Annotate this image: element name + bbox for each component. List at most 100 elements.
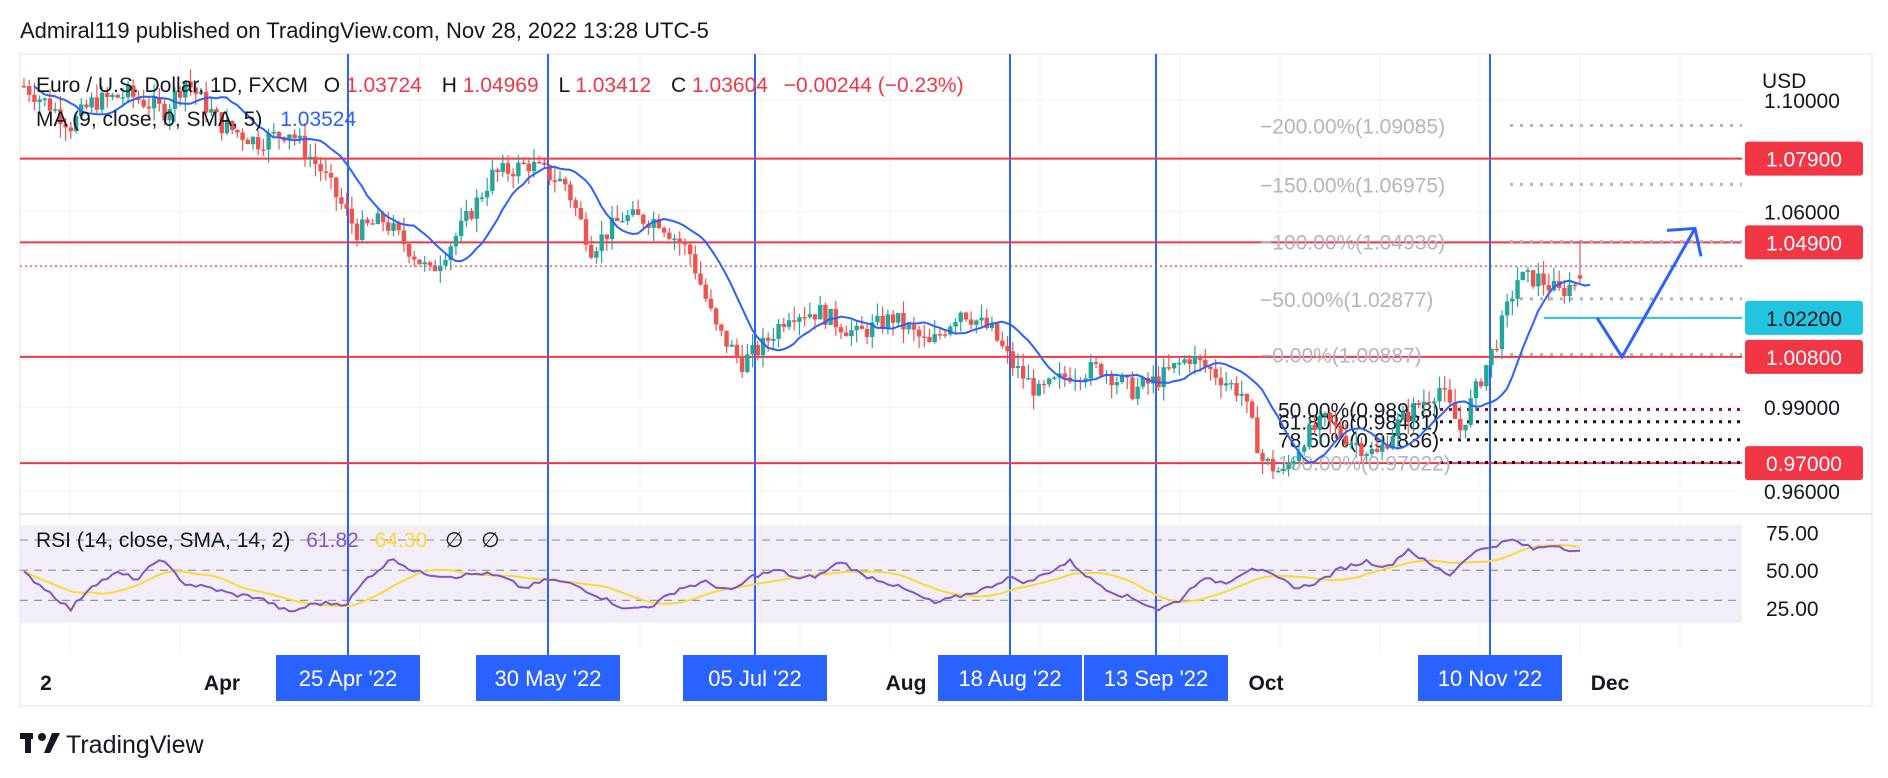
candle-body	[994, 323, 1000, 341]
candle-body	[698, 273, 703, 285]
candle-body	[505, 163, 511, 174]
candle-body	[1572, 284, 1577, 287]
candle-body	[927, 336, 932, 343]
projection-arrow	[1595, 226, 1703, 360]
candle-body	[922, 336, 927, 339]
candle-body	[901, 313, 906, 330]
candle-body	[266, 133, 271, 150]
candle-body	[1452, 402, 1458, 419]
time-axis-label: Aug	[886, 672, 927, 695]
candle-body	[448, 246, 453, 260]
arrow-head-icon	[1666, 226, 1703, 257]
ma-path	[33, 85, 1591, 464]
candle-body	[214, 109, 219, 113]
candle-body	[968, 319, 974, 325]
ma-label: MA (9, close, 0, SMA, 5)	[36, 108, 262, 131]
close-label: C	[671, 74, 686, 97]
candle-body	[1416, 402, 1421, 406]
candle-body	[308, 156, 313, 159]
candle-body	[1312, 424, 1317, 431]
candle-body	[334, 177, 339, 198]
ma-legend: MA (9, close, 0, SMA, 5) 1.03524	[36, 108, 356, 131]
candle-body	[401, 230, 407, 245]
price-badge-label: 0.97000	[1766, 453, 1842, 476]
candle-body	[261, 149, 266, 151]
candle-body	[1041, 383, 1047, 386]
candle-body	[188, 81, 193, 88]
candle-body	[1359, 443, 1364, 456]
date-highlight-badge	[938, 655, 1082, 701]
candle-body	[1536, 273, 1541, 287]
candle-body	[594, 250, 599, 258]
candle-body	[651, 219, 656, 228]
candle-body	[1281, 469, 1286, 472]
candle-body	[396, 223, 401, 231]
candle-body	[271, 131, 276, 134]
time-axis[interactable]: 2 Apr Aug Oct Dec 25 Apr '22 30 May '22 05 Jul …	[40, 655, 1630, 701]
candle-body	[292, 134, 297, 139]
candle-body	[500, 163, 505, 173]
price-tick-label: 1.06000	[1764, 202, 1840, 225]
candle-body	[1234, 383, 1239, 396]
candle-body	[755, 345, 760, 356]
chart-frame	[19, 53, 1873, 707]
date-highlight-badge	[683, 655, 827, 701]
candle-body	[1031, 378, 1036, 396]
candle-body	[229, 120, 235, 130]
date-highlight-label: 25 Apr '22	[299, 666, 397, 691]
candle-body	[1380, 444, 1385, 452]
candle-body	[1151, 376, 1156, 384]
candle-body	[21, 85, 27, 88]
visibility-icon-1[interactable]: ∅	[445, 529, 463, 552]
candle-body	[1140, 377, 1146, 387]
fib-level-label: −50.00%(1.02877)	[1260, 289, 1433, 312]
candle-body	[1229, 383, 1234, 385]
candle-body	[1432, 401, 1437, 404]
candle-body	[542, 162, 547, 165]
candle-body	[1421, 401, 1427, 406]
candle-body	[443, 259, 448, 266]
candle-body	[438, 265, 443, 272]
candle-body	[547, 164, 552, 181]
candle-body	[849, 330, 854, 337]
candle-body	[568, 184, 573, 201]
candle-body	[1458, 418, 1463, 431]
currency-label: USD	[1762, 70, 1806, 93]
visibility-icon-2[interactable]: ∅	[481, 529, 499, 552]
fib-level-label: −200.00%(1.09085)	[1260, 115, 1445, 138]
candle-body	[1177, 362, 1182, 365]
candle-body	[183, 81, 188, 98]
candle-body	[703, 284, 708, 299]
candle-body	[1192, 356, 1198, 364]
candle-body	[672, 238, 677, 241]
candle-body	[99, 92, 105, 110]
price-badge	[1745, 300, 1863, 335]
candle-body	[932, 334, 937, 343]
candle-body	[1515, 280, 1520, 299]
time-axis-label: Oct	[1248, 672, 1283, 695]
candle-body	[1369, 448, 1375, 455]
candle-body	[1046, 378, 1052, 385]
candle-body	[615, 217, 620, 221]
candle-body	[1577, 275, 1583, 279]
candle-body	[1390, 436, 1395, 449]
candle-body	[838, 327, 844, 333]
candle-body	[1114, 382, 1120, 386]
candle-body	[510, 173, 516, 177]
price-axis[interactable]: 1.10000 1.06000 0.99000 0.96000 1.07900 1.049…	[1745, 90, 1863, 504]
candle-body	[495, 169, 500, 173]
candle-body	[1244, 393, 1250, 402]
candle-body	[641, 214, 646, 224]
candle-body	[479, 197, 485, 199]
candle-body	[1171, 363, 1177, 369]
candle-body	[870, 322, 875, 338]
price-badge	[1745, 225, 1863, 260]
candle-body	[1385, 444, 1390, 449]
date-highlight-label: 30 May '22	[495, 666, 602, 691]
price-badge	[1745, 141, 1863, 176]
candle-body	[760, 337, 766, 356]
rsi-axis[interactable]: 75.00 50.00 25.00	[1766, 523, 1819, 621]
candle-body	[989, 323, 995, 329]
candle-body	[484, 190, 490, 198]
candle-body	[167, 108, 172, 121]
